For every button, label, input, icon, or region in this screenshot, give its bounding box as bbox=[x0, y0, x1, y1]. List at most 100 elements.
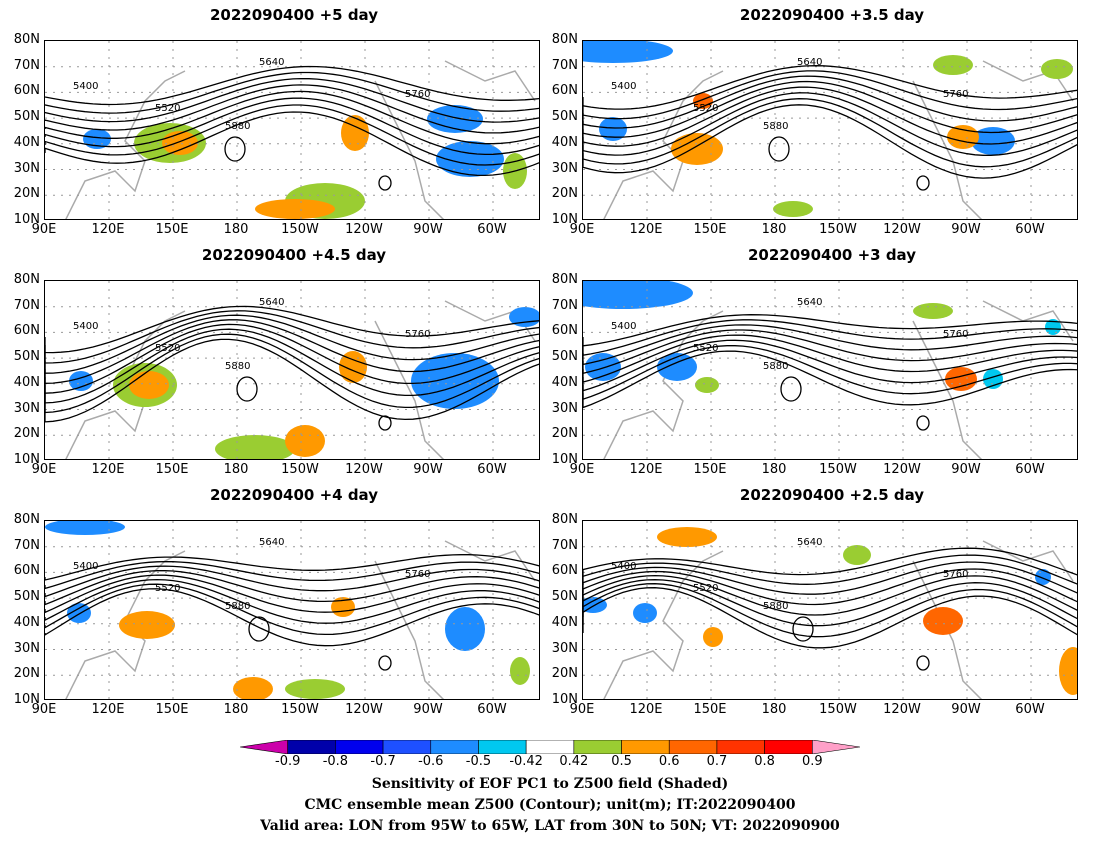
lon-tick-label: 120W bbox=[883, 702, 921, 717]
lon-tick-label: 150E bbox=[693, 462, 727, 477]
caption-line-2: CMC ensemble mean Z500 (Contour); unit(m… bbox=[304, 797, 796, 813]
z500-contour bbox=[45, 319, 539, 384]
colorbar-segment bbox=[335, 740, 384, 754]
coastline bbox=[603, 300, 1074, 459]
lon-tick-label: 120W bbox=[345, 702, 383, 717]
sensitivity-shading bbox=[83, 129, 111, 149]
lon-tick-label: 90E bbox=[31, 462, 57, 477]
sensitivity-shading bbox=[1045, 319, 1061, 335]
sensitivity-shading bbox=[913, 303, 953, 319]
map-panel: 5400 5520 5640 5760 5880 bbox=[582, 520, 1078, 700]
lon-tick-label: 120E bbox=[91, 462, 125, 477]
z500-contour bbox=[916, 655, 930, 671]
lat-tick-label: 60N bbox=[551, 323, 578, 339]
z500-contour bbox=[583, 319, 1077, 356]
z500-contour bbox=[45, 554, 539, 581]
z500-contour bbox=[378, 175, 392, 191]
lon-tick-label: 120E bbox=[629, 702, 663, 717]
lat-tick-label: 30N bbox=[551, 640, 578, 656]
z500-contour bbox=[45, 560, 539, 590]
contour-label: 5640 bbox=[259, 297, 284, 308]
lat-tick-label: 20N bbox=[13, 186, 40, 202]
z500-contour bbox=[378, 655, 392, 671]
lon-tick-label: 90W bbox=[951, 222, 981, 237]
z500-contour bbox=[583, 350, 1077, 409]
z500-contour bbox=[45, 333, 539, 414]
lon-tick-label: 120W bbox=[345, 462, 383, 477]
colorbar-tick-label: -0.8 bbox=[322, 754, 349, 769]
contour-label: 5400 bbox=[611, 81, 636, 92]
colorbar-segment bbox=[668, 740, 718, 754]
colorbar-tick-label: -0.5 bbox=[465, 754, 492, 769]
lon-tick-label: 90W bbox=[413, 462, 443, 477]
lon-tick-label: 60W bbox=[477, 222, 507, 237]
sensitivity-shading bbox=[255, 199, 335, 219]
lon-tick-label: 120E bbox=[629, 462, 663, 477]
z500-contour bbox=[583, 75, 1077, 129]
z500-contour bbox=[45, 565, 539, 598]
sensitivity-shading bbox=[339, 351, 367, 383]
contour-label: 5520 bbox=[155, 583, 180, 594]
z500-contour bbox=[45, 583, 539, 636]
lon-tick-label: 180 bbox=[223, 702, 249, 717]
contour-label: 5520 bbox=[155, 343, 180, 354]
lon-tick-label: 150E bbox=[155, 462, 189, 477]
contour-label: 5520 bbox=[693, 583, 718, 594]
lon-tick-label: 150W bbox=[281, 702, 319, 717]
lon-tick-label: 90E bbox=[569, 222, 595, 237]
lon-tick-label: 90W bbox=[413, 702, 443, 717]
sensitivity-shading bbox=[773, 201, 813, 217]
lat-tick-label: 60N bbox=[13, 323, 40, 339]
z500-contour bbox=[45, 90, 539, 145]
z500-contour bbox=[583, 104, 1077, 179]
lon-tick-label: 60W bbox=[477, 462, 507, 477]
lon-tick-label: 180 bbox=[761, 702, 787, 717]
lat-tick-label: 50N bbox=[13, 349, 40, 365]
contour-label: 5760 bbox=[405, 89, 430, 100]
coastline bbox=[65, 540, 536, 699]
sensitivity-shading bbox=[1035, 569, 1051, 585]
lat-tick-label: 50N bbox=[13, 109, 40, 125]
sensitivity-shading bbox=[69, 371, 93, 391]
lon-tick-label: 150E bbox=[155, 702, 189, 717]
lat-tick-label: 50N bbox=[551, 109, 578, 125]
lat-tick-label: 70N bbox=[13, 297, 40, 313]
caption-line-3: Valid area: LON from 95W to 65W, LAT fro… bbox=[260, 818, 840, 834]
sensitivity-shading bbox=[945, 367, 977, 391]
z500-contour bbox=[916, 175, 930, 191]
lon-tick-label: 150E bbox=[693, 222, 727, 237]
sensitivity-shading bbox=[215, 435, 295, 459]
contour-label: 5880 bbox=[225, 361, 250, 372]
z500-contour bbox=[45, 588, 539, 647]
lon-tick-label: 90E bbox=[31, 702, 57, 717]
contour-label: 5520 bbox=[693, 343, 718, 354]
sensitivity-shading bbox=[583, 281, 693, 309]
z500-contour bbox=[583, 65, 1077, 110]
z500-contour bbox=[378, 415, 392, 431]
map-canvas: 5400 5520 5640 5760 5880 bbox=[583, 41, 1077, 219]
z500-contour bbox=[792, 616, 814, 642]
sensitivity-shading bbox=[427, 105, 483, 133]
contour-label: 5880 bbox=[763, 601, 788, 612]
contour-label: 5520 bbox=[693, 103, 718, 114]
contour-label: 5760 bbox=[943, 329, 968, 340]
colorbar-tick-label: -0.7 bbox=[370, 754, 396, 769]
colorbar-tick-label: -0.9 bbox=[275, 754, 301, 769]
lat-tick-label: 70N bbox=[551, 537, 578, 553]
lon-tick-label: 90W bbox=[951, 702, 981, 717]
colorbar-segment bbox=[525, 740, 575, 754]
sensitivity-shading bbox=[510, 657, 530, 685]
colorbar-segment bbox=[764, 740, 813, 754]
colorbar-tick-label: 0.9 bbox=[801, 754, 823, 769]
lat-tick-label: 40N bbox=[551, 614, 578, 630]
lat-tick-label: 30N bbox=[13, 400, 40, 416]
contour-label: 5400 bbox=[73, 561, 98, 572]
contour-label: 5520 bbox=[155, 103, 180, 114]
lat-tick-label: 30N bbox=[551, 400, 578, 416]
lon-tick-label: 150E bbox=[693, 702, 727, 717]
sensitivity-shading bbox=[585, 353, 621, 381]
z500-contour bbox=[583, 70, 1077, 120]
contour-label: 5640 bbox=[797, 537, 822, 548]
colorbar-segment bbox=[621, 740, 670, 754]
panel-title: 2022090400 +4 day bbox=[210, 486, 378, 504]
